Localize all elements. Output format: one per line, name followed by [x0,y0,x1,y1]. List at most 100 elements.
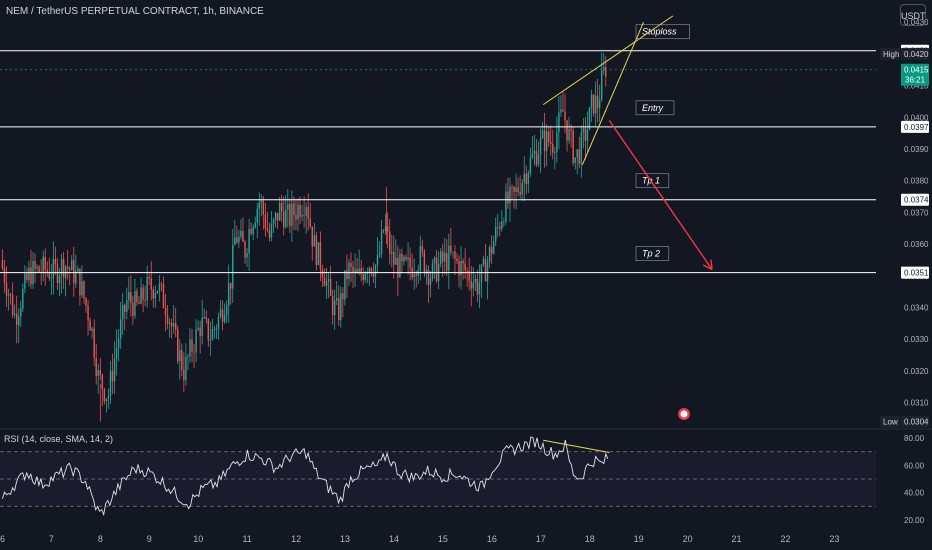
candle-body [380,230,383,254]
candle-body [378,253,381,256]
rsi-tick-label: 80.00 [904,434,925,443]
candle-body [164,307,167,316]
candle-body [391,252,393,254]
candle-body [507,191,509,204]
candle-body [272,219,275,225]
candle-body [313,235,316,247]
candle-body [554,151,556,153]
candle-body [44,256,46,270]
candle-body [289,204,291,226]
candle-body [550,142,552,144]
candle-body [64,266,67,278]
candle-body [93,328,95,359]
time-tick-label: 8 [98,534,103,544]
time-tick-label: 10 [193,534,203,544]
candle-body [217,316,220,329]
candle-body [580,132,583,164]
candle-body [448,245,450,271]
candle-body [354,269,356,273]
candle-body [415,274,417,276]
candle-body [50,278,53,280]
candle-body [56,264,59,284]
candle-body [576,149,578,158]
candle-body [519,192,521,195]
candle-body [79,268,81,296]
low-label-box [880,415,900,428]
candle-body [511,186,513,188]
candle-body [600,70,603,101]
time-tick-label: 14 [389,534,399,544]
candle-body [156,290,159,293]
candle-body [209,339,212,341]
candle-body [60,258,63,276]
rsi-tick-label: 20.00 [904,516,925,525]
candle-body [529,157,532,174]
candle-body [433,257,436,264]
candle-body [317,242,320,265]
candle-body [170,322,173,327]
candle-body [132,302,134,316]
candle-body [107,395,110,399]
candle-body [30,267,32,285]
candle-body [113,358,116,382]
candle-body [386,226,389,232]
candle-body [452,251,454,253]
candle-body [319,242,322,270]
wedge-line [542,15,674,106]
candle-body [119,319,122,339]
candle-body [197,327,199,330]
candle-body [547,131,550,143]
candle-body [333,300,336,316]
time-tick-label: 16 [487,534,497,544]
candle-body [87,305,89,321]
time-tick-label: 11 [242,534,251,544]
high-price-tag-box [901,47,929,60]
candle-body [234,237,236,246]
candle-body [486,261,489,282]
candle-body [329,278,332,296]
candle-body [193,351,195,353]
candle-body [236,237,238,243]
candle-body [215,328,218,330]
candle-body [366,272,369,275]
candle-body [152,289,154,299]
candle-body [136,291,138,303]
candle-body [211,329,214,340]
currency-button[interactable]: USDT [900,4,926,26]
candle-body [521,182,523,195]
candle-body [584,128,587,141]
candle-body [34,260,36,269]
candle-body [174,323,177,330]
candlestick-series [1,52,607,422]
candle-body [266,228,269,231]
candle-body [558,112,560,133]
candle-body [230,282,232,289]
candle-body [97,370,99,377]
time-tick-label: 18 [585,534,595,544]
candle-body [117,338,120,348]
candle-body [478,282,481,295]
candle-body [309,218,311,227]
low-price-tag-box [901,415,929,428]
candle-body [18,316,20,325]
candle-body [592,94,595,114]
price-tick-label: 0.0390 [904,145,929,154]
candle-body [331,295,334,316]
candle-body [360,268,362,275]
candle-body [81,281,83,296]
candle-body [435,257,438,281]
candle-body [358,268,360,274]
low-label: Low [883,418,898,427]
candle-body [578,149,580,164]
candle-body [327,278,330,282]
candle-body [101,374,104,390]
candle-body [142,287,144,300]
candle-body [456,258,458,261]
candle-body [130,292,132,303]
candle-body [134,291,136,316]
candle-body [291,203,293,226]
candle-body [111,370,114,382]
candle-body [474,278,477,283]
candle-body [73,260,75,284]
